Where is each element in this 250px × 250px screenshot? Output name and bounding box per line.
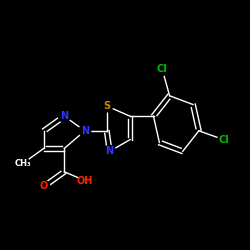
Circle shape	[218, 134, 230, 145]
Circle shape	[79, 125, 91, 137]
Text: O: O	[40, 182, 48, 192]
Circle shape	[104, 146, 116, 157]
Text: OH: OH	[76, 176, 93, 186]
Text: Cl: Cl	[218, 134, 229, 144]
Text: CH₃: CH₃	[15, 158, 32, 168]
Text: S: S	[103, 101, 110, 111]
Circle shape	[156, 64, 168, 75]
Circle shape	[101, 100, 112, 112]
Text: Cl: Cl	[157, 64, 168, 74]
Circle shape	[38, 180, 50, 192]
Circle shape	[79, 175, 91, 186]
Circle shape	[18, 157, 29, 169]
Text: N: N	[106, 146, 114, 156]
Circle shape	[58, 110, 70, 122]
Text: N: N	[81, 126, 89, 136]
Text: N: N	[60, 111, 68, 121]
